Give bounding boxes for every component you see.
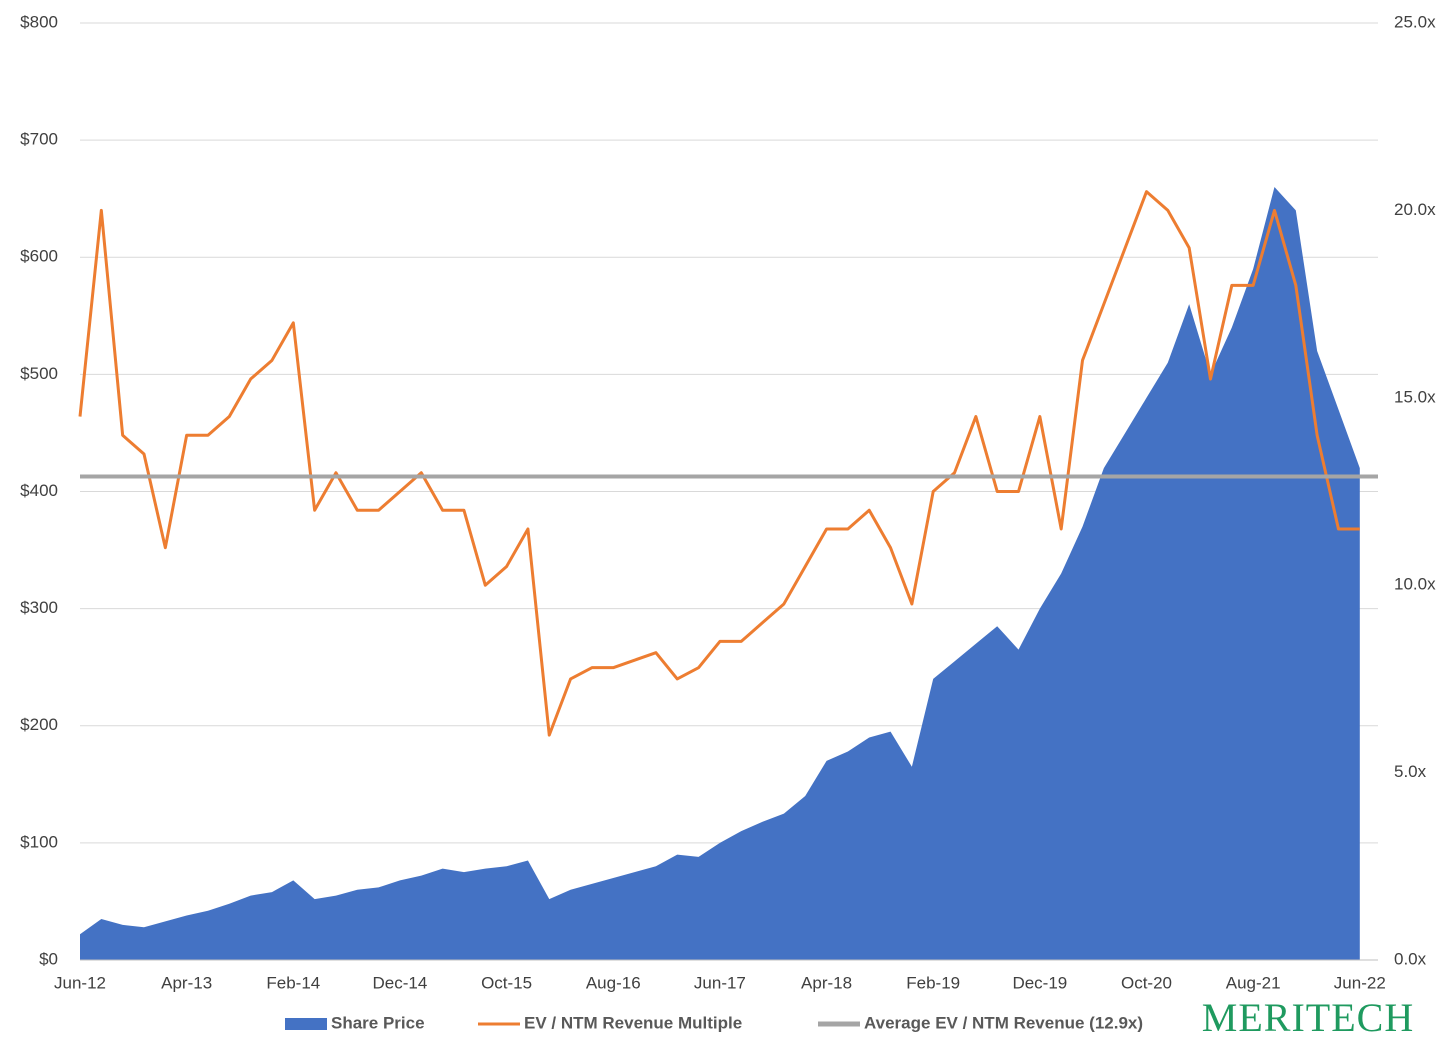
legend-label: EV / NTM Revenue Multiple xyxy=(524,1013,742,1032)
area xyxy=(80,186,1360,961)
y-tick-label: $800 xyxy=(20,12,58,31)
y-tick-label: $300 xyxy=(20,598,58,617)
y-tick-label: $100 xyxy=(20,832,58,851)
x-tick-label: Jun-17 xyxy=(694,973,746,992)
legend-label: Average EV / NTM Revenue (12.9x) xyxy=(864,1013,1143,1032)
legend-label: Share Price xyxy=(331,1013,425,1032)
x-tick-label: Dec-19 xyxy=(1012,973,1067,992)
x-tick-label: Apr-18 xyxy=(801,973,852,992)
logo: MERITECH xyxy=(1202,995,1414,1040)
y-tick-label: $500 xyxy=(20,364,58,383)
y2-tick-label: 25.0x xyxy=(1394,12,1436,31)
y-tick-label: $0 xyxy=(39,949,58,968)
y-tick-label: $200 xyxy=(20,715,58,734)
x-tick-label: Feb-14 xyxy=(266,973,320,992)
x-tick-label: Feb-19 xyxy=(906,973,960,992)
y2-tick-label: 10.0x xyxy=(1394,575,1436,594)
y2-tick-label: 5.0x xyxy=(1394,762,1427,781)
y2-tick-label: 20.0x xyxy=(1394,200,1436,219)
y-tick-label: $700 xyxy=(20,130,58,149)
x-tick-label: Oct-15 xyxy=(481,973,532,992)
y2-tick-label: 15.0x xyxy=(1394,387,1436,406)
legend-swatch xyxy=(285,1018,327,1030)
x-tick-label: Jun-22 xyxy=(1334,973,1386,992)
x-tick-label: Aug-21 xyxy=(1226,973,1281,992)
x-tick-label: Oct-20 xyxy=(1121,973,1172,992)
line xyxy=(78,190,1360,737)
y-tick-label: $400 xyxy=(20,481,58,500)
x-tick-label: Aug-16 xyxy=(586,973,641,992)
x-tick-label: Jun-12 xyxy=(54,973,106,992)
x-tick-label: Apr-13 xyxy=(161,973,212,992)
y-tick-label: $600 xyxy=(20,247,58,266)
y2-tick-label: 0.0x xyxy=(1394,949,1427,968)
x-tick-label: Dec-14 xyxy=(373,973,428,992)
